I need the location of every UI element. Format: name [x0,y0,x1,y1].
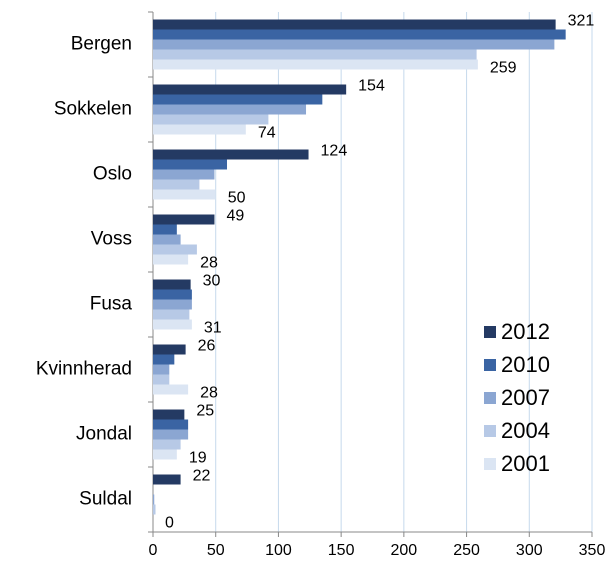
value-label: 50 [228,190,246,207]
x-tick-label: 100 [265,542,292,559]
bar [153,214,215,225]
y-tick-label: Sokkelen [54,99,132,120]
bar [153,234,181,245]
value-label: 259 [490,60,517,77]
bar [153,159,228,170]
legend-swatch [484,359,496,371]
y-tick-label: Fusa [90,294,133,315]
value-label: 28 [200,255,218,272]
bar [153,169,215,180]
bar [153,279,191,290]
legend-swatch [484,392,496,404]
y-tick-label: Voss [91,229,132,250]
bar [153,364,170,375]
bar [153,309,190,320]
value-label: 124 [321,143,348,160]
bar [153,189,216,200]
legend-swatch [484,326,496,338]
value-label: 74 [258,125,276,142]
bar [153,149,309,160]
x-tick-label: 250 [453,542,480,559]
bar [153,354,175,365]
value-label: 30 [203,273,221,290]
value-label: 49 [226,208,244,225]
bar [153,429,189,440]
y-tick-label: Suldal [79,489,132,510]
x-tick-label: 0 [149,542,158,559]
bar [153,494,155,505]
bar [153,29,566,40]
legend-swatch [484,458,496,470]
value-label: 26 [198,338,216,355]
bar [153,504,156,515]
value-label: 25 [196,403,214,420]
bar [153,84,347,95]
bar [153,409,185,420]
x-tick-label: 300 [516,542,543,559]
legend-label: 2007 [501,385,550,410]
bar [153,244,197,255]
bar [153,449,177,460]
bar [153,374,170,385]
legend-label: 2001 [501,451,550,476]
bar [153,474,181,485]
value-label: 22 [193,468,211,485]
legend-label: 2004 [501,418,550,443]
bar [153,419,189,430]
y-tick-label: Bergen [71,34,132,55]
x-tick-label: 150 [328,542,355,559]
bar [153,299,192,310]
value-label: 321 [568,13,595,30]
bar [153,124,246,135]
bar [153,254,189,265]
bar [153,439,181,450]
bar [153,19,556,30]
bar [153,104,307,115]
y-tick-label: Jondal [76,424,132,445]
bar [153,49,477,60]
legend-label: 2010 [501,352,550,377]
bar [153,179,200,190]
bar [153,319,192,330]
value-label: 31 [204,320,222,337]
y-tick-label: Kvinnherad [36,359,132,380]
bar [153,39,555,50]
value-label: 28 [200,385,218,402]
x-tick-label: 200 [391,542,418,559]
bar [153,59,478,70]
bar [153,114,269,125]
bar [153,224,177,235]
y-tick-label: Oslo [93,164,132,185]
legend-swatch [484,425,496,437]
value-label: 154 [358,78,385,95]
bar [153,94,323,105]
bar [153,384,189,395]
bar [153,344,186,355]
legend-label: 2012 [501,319,550,344]
value-label: 0 [165,515,174,532]
x-tick-label: 350 [579,542,606,559]
bar [153,289,192,300]
x-tick-label: 50 [207,542,225,559]
value-label: 19 [189,450,207,467]
